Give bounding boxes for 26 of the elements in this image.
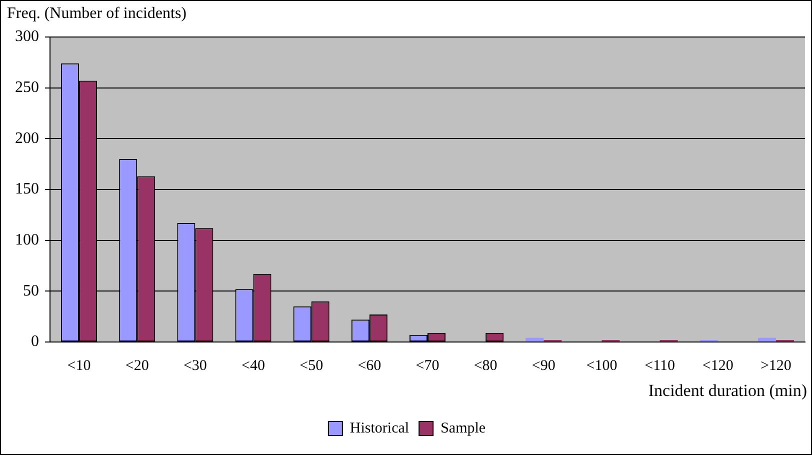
- bar: [526, 338, 544, 342]
- y-tick-label: 100: [15, 232, 39, 249]
- x-tick-label: <120: [702, 358, 734, 374]
- y-tick-label: 50: [23, 282, 39, 300]
- x-tick-label: <10: [67, 358, 91, 374]
- y-tick-label: 150: [15, 180, 39, 198]
- x-tick-label: <40: [242, 358, 266, 374]
- x-tick-label: <20: [125, 358, 149, 374]
- x-tick-label: <100: [586, 358, 618, 374]
- x-tick-label: <60: [358, 358, 382, 374]
- x-tick-label: <90: [532, 358, 556, 374]
- x-tick-label: <30: [183, 358, 207, 374]
- legend-label: Sample: [440, 420, 486, 436]
- y-tick-label: 200: [15, 130, 39, 147]
- x-tick-label: >120: [760, 358, 792, 374]
- y-axis-title: Freq. (Number of incidents): [7, 5, 187, 23]
- x-axis-title: Incident duration (min): [648, 381, 807, 401]
- y-tick-label: 250: [15, 79, 39, 96]
- bar: [758, 338, 776, 342]
- x-tick-label: <70: [416, 358, 440, 374]
- y-tick-label: 300: [15, 28, 39, 46]
- x-tick-label: <80: [474, 358, 498, 374]
- x-tick-label: <110: [644, 358, 676, 374]
- legend-label: Historical: [350, 420, 410, 436]
- x-tick-label: <50: [300, 358, 324, 374]
- y-tick-label: 0: [31, 333, 39, 350]
